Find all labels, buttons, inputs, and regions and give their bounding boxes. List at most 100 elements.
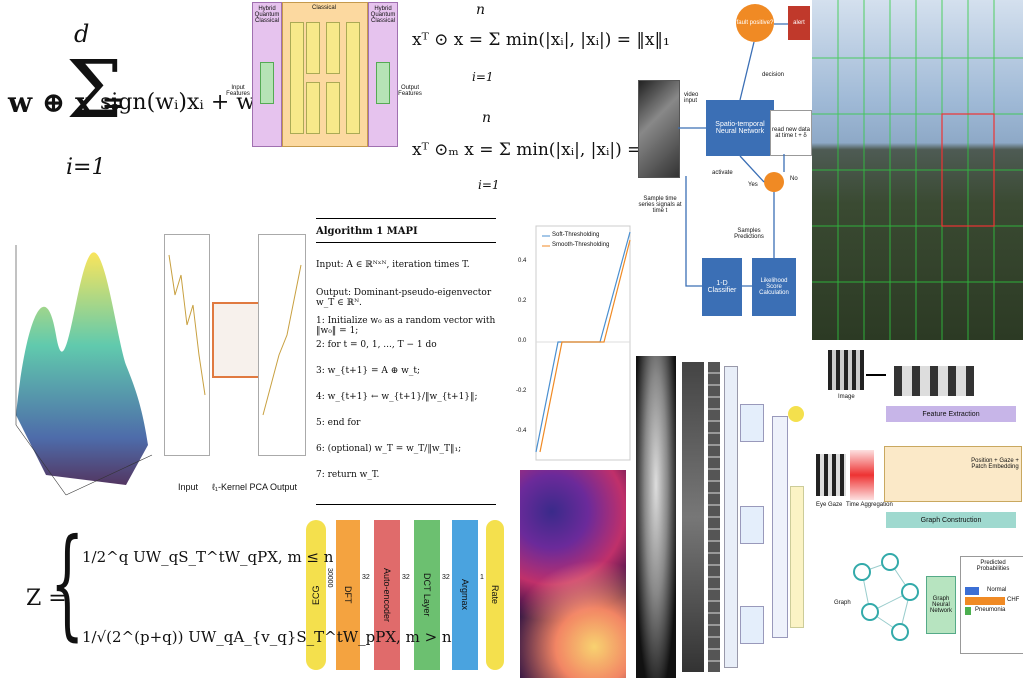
algorithm-step: 2: for t = 0, 1, ..., T − 1 do	[316, 340, 437, 350]
surface-plot	[6, 215, 154, 515]
legend-smooth: Smooth-Thresholding	[552, 242, 610, 248]
xray-network	[636, 356, 806, 678]
ytick: 0.0	[518, 338, 527, 344]
prob-normal-bar	[965, 587, 979, 595]
read-new-data: read new data at time t + δ	[770, 110, 812, 156]
dim-label: 32	[362, 574, 370, 581]
small-decision	[764, 172, 784, 192]
formula-line2: xᵀ ⊙ₘ x = Σ min(|xᵢ|, |xᵢ|) = ‖x‖₁	[412, 140, 681, 160]
legend-soft: Soft-Thresholding	[552, 232, 600, 238]
threshold-chart: Soft-Thresholding Smooth-Thresholding 0.…	[514, 222, 632, 466]
hybrid-center-label: Classical	[312, 5, 337, 11]
no-label: No	[790, 176, 798, 182]
algorithm-box: Algorithm 1 MAPI Input: A ∈ ℝᴺˣᴺ, iterat…	[316, 218, 496, 508]
z-case2: 1/√(2^(p+q)) UW_qA_{v_q}S_T^tW_pPX, m > …	[82, 628, 452, 646]
ytick: 0.4	[518, 258, 527, 264]
ecg-pipeline: ECG DFT Auto-encoder DCT Layer Argmax Ra…	[302, 514, 508, 676]
stnn-box: Spatio-temporal Neural Network	[706, 100, 774, 156]
samples-label: Samples Predictions	[734, 228, 764, 240]
image-label: Image	[838, 394, 855, 400]
dft-block: DFT	[336, 520, 360, 670]
algorithm-title: Algorithm 1 MAPI	[316, 226, 418, 237]
graph-construction-box: Graph Construction	[886, 512, 1016, 528]
dim-label: 1	[480, 574, 484, 581]
xray-image	[636, 356, 676, 678]
prob-chf-bar	[965, 597, 1005, 605]
hybrid-quantum-diagram: Hybrid Quantum Classical Classical Hybri…	[252, 2, 398, 147]
gnn-box: Graph Neural Network	[926, 576, 956, 634]
pca-output-plot	[258, 234, 306, 456]
hybrid-left-label: Hybrid Quantum Classical	[254, 6, 280, 24]
video-label: video input	[684, 92, 699, 104]
ecg-block: ECG	[306, 520, 326, 670]
eye-gaze-thumb	[816, 454, 846, 496]
dim-label: 32	[442, 574, 450, 581]
sum-lower: i=1	[66, 155, 106, 180]
pca-input-plot	[164, 234, 210, 456]
hybrid-input-label: Input Features	[226, 85, 250, 97]
argmax-block: Argmax	[452, 520, 478, 670]
rate-block: Rate	[486, 520, 504, 670]
ytick: -0.2	[516, 388, 527, 394]
dim-label: 32	[402, 574, 410, 581]
formula-hadamard: n xᵀ ⊙ x = Σ min(|xᵢ|, |xᵢ|) = ‖x‖₁ i=1 …	[412, 2, 680, 202]
pca-kernel-label: ℓ₁-Kernel PCA	[212, 482, 268, 492]
class-chf: CHF	[1007, 597, 1020, 603]
pca-output-label: Output	[270, 482, 298, 492]
classifier-box: 1-D Classifier	[702, 258, 742, 316]
lower-2: i=1	[478, 178, 500, 192]
z-brace: {	[50, 514, 85, 653]
upper-2: n	[482, 110, 492, 126]
ytick: -0.4	[516, 428, 527, 434]
z-lhs: Z =	[26, 586, 67, 611]
graph-nodes	[853, 553, 919, 641]
class-normal: Normal	[987, 587, 1007, 593]
surface-svg	[15, 245, 153, 496]
algorithm-step: 3: w_{t+1} = A ⊕ w_t;	[316, 366, 421, 376]
alert-box: alert	[788, 6, 810, 40]
flow-arrows	[678, 23, 788, 287]
sky-grid-lines	[812, 0, 1023, 340]
ytick: 0.2	[518, 298, 527, 304]
predicted-title: Predicted Probabilities	[976, 560, 1010, 572]
predicted-probabilities: Predicted Probabilities Normal CHF Pneum…	[960, 556, 1023, 654]
autoencoder-block: Auto-encoder	[374, 520, 400, 670]
sum-upper: d	[74, 20, 90, 48]
formula-sign-sum: w ⊕ x = d Σ i=1 sign(wᵢ)xᵢ + wᵢsign(xᵢ)	[8, 20, 340, 190]
z-case1: 1/2^q UW_qS_T^tW_qPX, m ≤ n	[82, 548, 334, 566]
yes-label: Yes	[748, 182, 758, 188]
gaze-image-thumb	[828, 350, 864, 390]
algorithm-output: Output: Dominant-pseudo-eigenvector w_T …	[316, 288, 492, 308]
pca-input-label: Input	[178, 482, 199, 492]
lower-1: i=1	[472, 70, 494, 84]
feature-extraction-box: Feature Extraction	[886, 406, 1016, 422]
threshold-svg	[535, 225, 631, 461]
algorithm-step: 6: (optional) w_T = w_T/‖w_T‖₁;	[316, 444, 462, 454]
hybrid-right-label: Hybrid Quantum Classical	[370, 6, 396, 24]
time-agg-label: Time Aggregation	[846, 502, 893, 508]
likelihood-box: Likelihood Score Calculation	[752, 258, 796, 316]
algorithm-step: 7: return w_T.	[316, 470, 380, 480]
time-agg-heat	[850, 450, 874, 500]
embed-label: Position + Gaze + Patch Embedding	[971, 458, 1019, 470]
formula-lhs: w ⊕ x =	[8, 86, 125, 119]
equation-z: Z = { 1/2^q UW_qS_T^tW_qPX, m ≤ n 1/√(2^…	[20, 514, 452, 670]
algorithm-step: 1: Initialize w₀ as a random vector with…	[316, 316, 496, 336]
video-frames	[638, 80, 680, 178]
algorithm-step: 4: w_{t+1} ← w_{t+1}/‖w_{t+1}‖;	[316, 392, 478, 402]
formula-line1: xᵀ ⊙ x = Σ min(|xᵢ|, |xᵢ|) = ‖x‖₁	[412, 30, 670, 50]
fault-decision: fault positive?	[736, 4, 774, 42]
algorithm-step: 5: end for	[316, 418, 361, 428]
sum-symbol: Σ	[66, 43, 123, 136]
hybrid-output-label: Output Features	[398, 85, 422, 97]
series-label: Sample time series signals at time t	[638, 196, 682, 214]
pca-center-box	[212, 302, 260, 378]
kernel-pca-panel: Input ℓ₁-Kernel PCA Output	[160, 232, 308, 502]
dim-label: 30000	[326, 568, 333, 588]
gaze-graph-pipeline: Image Feature Extraction Eye Gaze Time A…	[810, 346, 1023, 680]
surveillance-flowchart: video input Spatio-temporal Neural Netwo…	[636, 0, 812, 320]
activate-label: activate	[712, 170, 733, 176]
sky-grid-image	[812, 0, 1023, 340]
prob-pneumonia-bar	[965, 607, 971, 615]
class-pneumonia: Pneumonia	[975, 607, 1006, 613]
